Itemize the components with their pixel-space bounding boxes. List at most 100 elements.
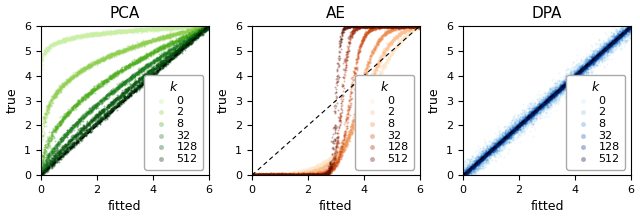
128 bbox=[349, 28, 360, 32]
0 bbox=[157, 26, 167, 29]
2 bbox=[600, 43, 611, 46]
2 bbox=[486, 147, 496, 150]
128 bbox=[331, 148, 341, 152]
2 bbox=[480, 158, 490, 161]
512 bbox=[180, 44, 190, 48]
8 bbox=[39, 148, 49, 152]
512 bbox=[603, 45, 613, 48]
8 bbox=[194, 27, 204, 30]
0 bbox=[264, 172, 275, 176]
128 bbox=[394, 26, 404, 30]
0 bbox=[600, 30, 610, 33]
0 bbox=[164, 26, 175, 30]
32 bbox=[547, 90, 557, 94]
2 bbox=[270, 173, 280, 177]
512 bbox=[622, 27, 632, 31]
2 bbox=[77, 68, 87, 71]
0 bbox=[49, 42, 60, 45]
512 bbox=[159, 62, 169, 65]
2 bbox=[469, 163, 479, 167]
512 bbox=[44, 165, 54, 169]
32 bbox=[58, 135, 68, 139]
32 bbox=[201, 27, 211, 31]
32 bbox=[255, 173, 266, 177]
32 bbox=[479, 156, 490, 159]
512 bbox=[540, 100, 550, 104]
128 bbox=[149, 67, 159, 71]
128 bbox=[160, 57, 170, 61]
512 bbox=[338, 27, 348, 31]
2 bbox=[378, 50, 388, 53]
8 bbox=[188, 33, 198, 36]
128 bbox=[362, 24, 372, 28]
512 bbox=[531, 108, 541, 111]
2 bbox=[335, 148, 346, 152]
8 bbox=[513, 126, 523, 130]
8 bbox=[602, 44, 612, 47]
128 bbox=[317, 172, 328, 176]
8 bbox=[162, 42, 172, 45]
8 bbox=[559, 82, 570, 86]
8 bbox=[305, 172, 316, 176]
512 bbox=[366, 25, 376, 28]
128 bbox=[549, 92, 559, 96]
32 bbox=[512, 126, 522, 129]
8 bbox=[387, 28, 397, 32]
32 bbox=[396, 24, 406, 28]
0 bbox=[341, 140, 351, 143]
0 bbox=[67, 36, 77, 39]
128 bbox=[506, 130, 516, 133]
8 bbox=[605, 42, 615, 46]
8 bbox=[45, 138, 56, 142]
0 bbox=[474, 156, 484, 160]
128 bbox=[106, 102, 116, 105]
32 bbox=[542, 95, 552, 98]
8 bbox=[464, 167, 474, 170]
8 bbox=[281, 173, 291, 177]
512 bbox=[338, 28, 348, 32]
128 bbox=[73, 131, 83, 135]
128 bbox=[534, 107, 544, 110]
128 bbox=[563, 81, 573, 85]
8 bbox=[150, 48, 160, 51]
512 bbox=[554, 89, 564, 92]
2 bbox=[563, 83, 573, 87]
128 bbox=[120, 87, 131, 91]
32 bbox=[582, 64, 592, 67]
2 bbox=[373, 59, 383, 63]
32 bbox=[76, 115, 86, 118]
512 bbox=[625, 25, 636, 28]
8 bbox=[156, 44, 166, 48]
2 bbox=[460, 173, 470, 176]
512 bbox=[283, 173, 293, 177]
0 bbox=[316, 163, 326, 167]
0 bbox=[586, 62, 596, 66]
2 bbox=[258, 173, 268, 177]
32 bbox=[117, 84, 127, 88]
2 bbox=[111, 50, 122, 54]
512 bbox=[595, 51, 605, 55]
2 bbox=[258, 173, 268, 177]
0 bbox=[316, 162, 326, 166]
0 bbox=[597, 57, 607, 61]
8 bbox=[520, 116, 531, 119]
2 bbox=[567, 72, 577, 76]
8 bbox=[319, 170, 330, 173]
0 bbox=[343, 134, 353, 137]
2 bbox=[276, 173, 286, 177]
32 bbox=[395, 24, 405, 28]
2 bbox=[540, 98, 550, 102]
128 bbox=[259, 173, 269, 176]
0 bbox=[44, 45, 54, 48]
8 bbox=[71, 104, 81, 108]
8 bbox=[593, 54, 604, 57]
2 bbox=[138, 41, 148, 44]
32 bbox=[190, 33, 200, 37]
2 bbox=[130, 43, 140, 47]
8 bbox=[63, 111, 74, 114]
0 bbox=[250, 173, 260, 177]
32 bbox=[265, 173, 275, 177]
8 bbox=[40, 147, 50, 151]
32 bbox=[544, 97, 554, 101]
128 bbox=[604, 45, 614, 49]
